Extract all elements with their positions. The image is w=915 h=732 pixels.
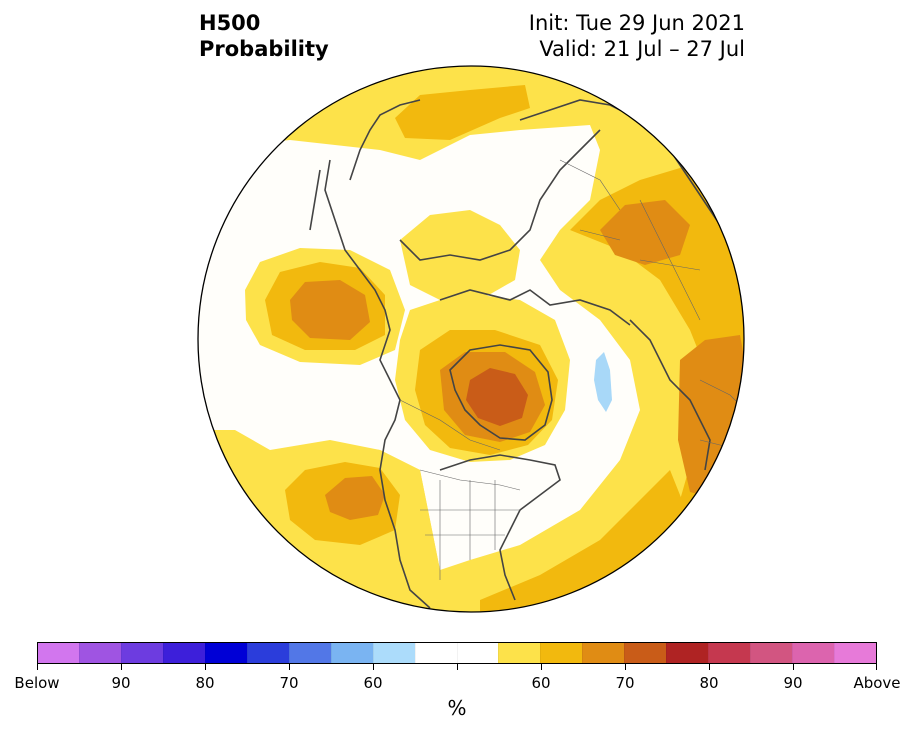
orange-east: [678, 335, 744, 500]
political-borders: [399, 159, 744, 580]
colorbar-swatch: [38, 643, 79, 663]
colorbar-tick-label: Below: [14, 674, 60, 692]
colorbar-tick: [876, 664, 877, 670]
colorbar-tick-label: 90: [783, 674, 803, 692]
colorbar-swatch: [708, 643, 751, 663]
colorbar-tick: [793, 664, 794, 670]
colorbar-swatch: [204, 643, 247, 663]
colorbar-tick-label: 90: [111, 674, 131, 692]
colorbar-tick: [121, 664, 122, 670]
colorbar-tick: [205, 664, 206, 670]
colorbar-swatch: [834, 643, 877, 663]
orange-siberia: [600, 200, 690, 265]
colorbar-tick: [709, 664, 710, 670]
colorbar-swatch: [372, 643, 415, 663]
colorbar-tick-label: Above: [853, 674, 901, 692]
colorbar-tick: [289, 664, 290, 670]
colorbar-swatch: [246, 643, 289, 663]
colorbar-swatch: [414, 643, 457, 663]
colorbar-swatch: [330, 643, 373, 663]
colorbar-tick-label: 60: [363, 674, 383, 692]
valid-period: Valid: 21 Jul – 27 Jul: [539, 37, 745, 61]
colorbar-swatch: [540, 643, 583, 663]
polar-map: [197, 65, 745, 613]
chart-title-left: H500 Probability: [199, 10, 329, 62]
rust-greenland: [466, 368, 528, 426]
colorbar-swatch: [120, 643, 163, 663]
colorbar-tick-label: 60: [531, 674, 551, 692]
colorbar-tick: [457, 664, 458, 670]
colorbar-labels: Below 90 80 70 60 60 70 80 90 Above: [0, 674, 915, 694]
probability-field: [198, 66, 744, 612]
colorbar-swatch: [498, 643, 541, 663]
colorbar-swatch: [162, 643, 205, 663]
yellow-central-band: [400, 210, 520, 300]
globe-outline: [197, 65, 745, 613]
colorbar-ticks: [37, 664, 877, 674]
gold-north-top: [395, 85, 530, 140]
colorbar-swatch: [750, 643, 793, 663]
orange-pacific: [290, 280, 370, 340]
colorbar-swatch: [792, 643, 835, 663]
colorbar: [37, 642, 877, 664]
colorbar-swatch: [582, 643, 625, 663]
colorbar-tick: [37, 664, 38, 670]
colorbar-swatch: [456, 643, 499, 663]
colorbar-unit: %: [447, 696, 467, 720]
colorbar-tick-label: 70: [615, 674, 635, 692]
blue-region: [594, 352, 612, 412]
colorbar-tick: [625, 664, 626, 670]
colorbar-tick-label: 80: [699, 674, 719, 692]
colorbar-swatch: [666, 643, 709, 663]
title-variable: H500: [199, 11, 261, 35]
colorbar-swatch: [288, 643, 331, 663]
init-date: Init: Tue 29 Jun 2021: [528, 11, 745, 35]
orange-west-na: [325, 476, 385, 520]
colorbar-tick: [541, 664, 542, 670]
colorbar-tick-label: 70: [279, 674, 299, 692]
colorbar-tick-label: 80: [195, 674, 215, 692]
colorbar-tick: [373, 664, 374, 670]
title-field: Probability: [199, 37, 329, 61]
colorbar-swatch: [78, 643, 121, 663]
chart-title-right: Init: Tue 29 Jun 2021 Valid: 21 Jul – 27…: [529, 10, 745, 62]
colorbar-swatch: [624, 643, 667, 663]
